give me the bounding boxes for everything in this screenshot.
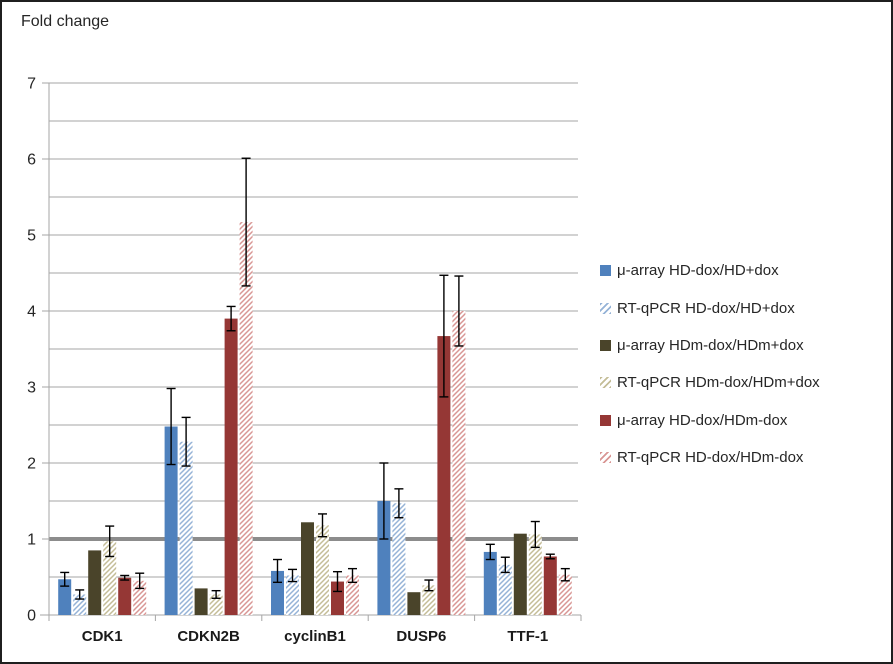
y-axis-tick-label: 6	[27, 152, 36, 169]
chart-title: Fold change	[21, 13, 110, 30]
bar-TTF-1-s3	[513, 533, 527, 615]
legend-label: μ-array HD-dox/HDm-dox	[617, 411, 788, 429]
legend-item: RT-qPCR HD-dox/HDm-dox	[600, 439, 820, 476]
legend-item: RT-qPCR HD-dox/HD+dox	[600, 289, 820, 326]
x-axis-category-label: CDKN2B	[177, 628, 240, 645]
x-axis-category-label: TTF-1	[507, 628, 548, 645]
y-axis-tick-label: 3	[27, 380, 36, 397]
legend: μ-array HD-dox/HD+dox RT-qPCR HD-dox/HD+…	[600, 252, 820, 476]
bar-CDK1-s1	[58, 579, 72, 615]
bar-cyclinB1-s4	[316, 525, 329, 615]
bar-TTF-1-s4	[528, 534, 542, 615]
bar-CDKN2B-s6	[239, 222, 253, 615]
legend-swatch-icon	[600, 302, 611, 314]
y-axis-tick-label: 7	[27, 76, 36, 93]
bar-DUSP6-s1	[377, 501, 391, 615]
bar-cyclinB1-s3	[301, 522, 314, 615]
bar-CDKN2B-s3	[194, 588, 208, 615]
bar-cyclinB1-s6	[346, 575, 359, 615]
bar-DUSP6-s6	[452, 311, 466, 615]
legend-item: RT-qPCR HDm-dox/HDm+dox	[600, 364, 820, 401]
bar-cyclinB1-s5	[331, 581, 344, 615]
bar-CDKN2B-s2	[179, 441, 193, 615]
bar-DUSP6-s3	[407, 592, 421, 615]
y-axis-tick-label: 4	[27, 304, 36, 321]
y-axis-tick-label: 1	[27, 532, 36, 549]
bar-CDKN2B-s1	[164, 426, 178, 615]
bar-CDK1-s6	[133, 580, 147, 615]
legend-label: μ-array HDm-dox/HDm+dox	[617, 336, 804, 354]
bar-CDK1-s4	[103, 541, 117, 615]
y-axis-tick-label: 5	[27, 228, 36, 245]
legend-item: μ-array HD-dox/HD+dox	[600, 252, 820, 289]
bar-TTF-1-s6	[558, 574, 572, 615]
bar-TTF-1-s2	[498, 564, 512, 615]
legend-item: μ-array HD-dox/HDm-dox	[600, 402, 820, 439]
x-axis-category-label: cyclinB1	[284, 628, 346, 645]
legend-item: μ-array HDm-dox/HDm+dox	[600, 327, 820, 364]
legend-swatch-icon	[600, 339, 611, 351]
x-axis-category-label: CDK1	[82, 628, 123, 645]
legend-swatch-icon	[600, 414, 611, 426]
bar-TTF-1-s1	[483, 551, 497, 615]
bar-CDK1-s5	[118, 577, 132, 615]
bar-DUSP6-s5	[437, 336, 451, 615]
legend-label: RT-qPCR HD-dox/HD+dox	[617, 299, 795, 317]
bar-CDK1-s3	[88, 550, 102, 615]
y-axis-tick-label: 0	[27, 608, 36, 625]
legend-label: RT-qPCR HDm-dox/HDm+dox	[617, 374, 820, 392]
x-axis-category-label: DUSP6	[396, 628, 446, 645]
y-axis-tick-label: 2	[27, 456, 36, 473]
legend-label: RT-qPCR HD-dox/HDm-dox	[617, 449, 804, 467]
bar-TTF-1-s5	[543, 556, 557, 615]
legend-swatch-icon	[600, 377, 611, 389]
bar-DUSP6-s4	[422, 585, 436, 615]
bar-DUSP6-s2	[392, 503, 406, 615]
bar-cyclinB1-s2	[286, 575, 299, 615]
legend-swatch-icon	[600, 452, 611, 464]
bar-CDKN2B-s4	[209, 594, 223, 615]
bar-CDKN2B-s5	[224, 318, 238, 615]
legend-swatch-icon	[600, 265, 611, 277]
legend-label: μ-array HD-dox/HD+dox	[617, 262, 779, 280]
